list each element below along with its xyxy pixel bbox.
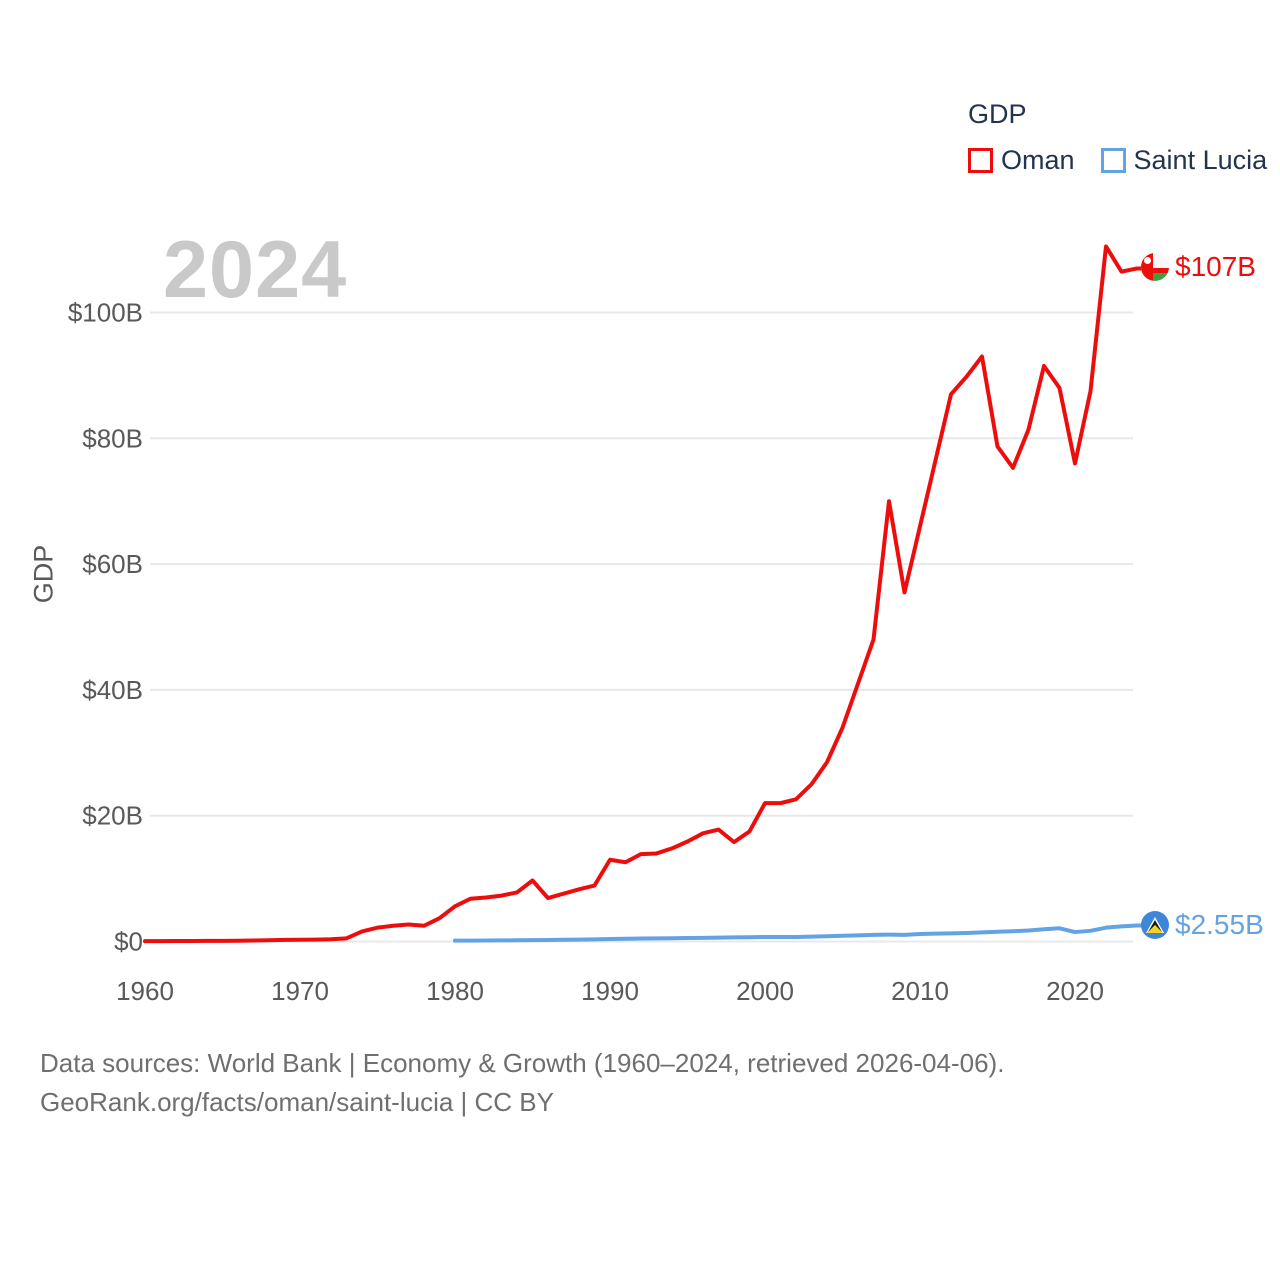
y-tick-label: $80B [82,423,143,453]
y-axis-title: GDP [28,544,59,604]
y-tick-label: $0 [114,927,143,957]
saint-lucia-flag-icon [1141,911,1169,939]
x-tick-label: 1960 [116,976,174,1006]
y-tick-label: $60B [82,549,143,579]
gdp-line-chart[interactable]: $0 $20B $40B $60B $80B $100B 1960 1970 1980 1990 2… [0,0,1280,1030]
saint-lucia-flag-gold-triangle [1147,925,1163,933]
oman-flag-icon [1141,253,1169,281]
legend-item-label: Oman [1001,145,1075,175]
legend: GDP Oman Saint Lucia [968,99,1267,176]
oman-flag-green-stripe [1153,273,1169,281]
oman-flag-emblem [1144,257,1151,264]
legend-item-oman[interactable]: Oman [968,145,1075,176]
x-tick-label: 2000 [736,976,794,1006]
legend-item-label: Saint Lucia [1133,145,1268,175]
oman-series-swatch-icon [968,148,993,173]
x-tick-label: 1980 [426,976,484,1006]
saint-lucia-line[interactable] [453,923,1148,943]
legend-items: Oman Saint Lucia [968,145,1267,176]
y-tick-label: $40B [82,675,143,705]
oman-flag-red-stripe [1153,268,1169,273]
x-tick-label: 2010 [891,976,949,1006]
x-tick-label: 2020 [1046,976,1104,1006]
saint-lucia-end-value-label: $2.55B [1175,909,1264,940]
georank-url-line: GeoRank.org/facts/oman/saint-lucia | CC … [40,1087,554,1117]
saint-lucia-series-swatch-icon [1100,148,1126,173]
oman-flag-white-stripe [1153,253,1169,268]
legend-item-saint-lucia[interactable]: Saint Lucia [1100,145,1268,176]
data-sources-line: Data sources: World Bank | Economy & Gro… [40,1048,1005,1078]
y-tick-label: $20B [82,801,143,831]
x-tick-label: 1970 [271,976,329,1006]
oman-line[interactable] [143,244,1148,944]
year-watermark: 2024 [163,225,348,315]
legend-title: GDP [968,99,1027,129]
x-tick-label: 1990 [581,976,639,1006]
y-tick-label: $100B [68,298,143,328]
oman-end-value-label: $107B [1175,251,1256,282]
attribution-footer: Data sources: World Bank | Economy & Gro… [40,1044,1004,1122]
